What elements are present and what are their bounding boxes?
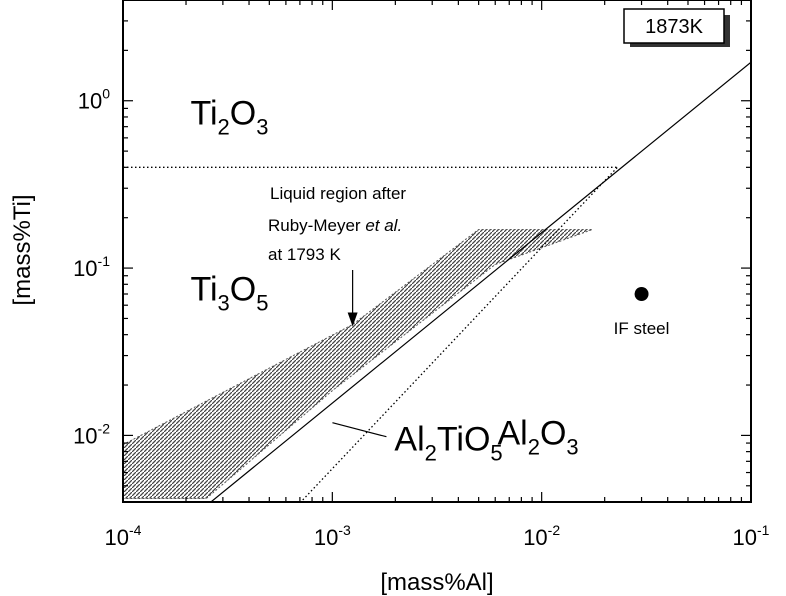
x-tick-label: 10-1 (733, 522, 770, 550)
data-point-if-steel (634, 286, 649, 301)
al2tio5-leader (332, 422, 387, 438)
svg-text:Ruby-Meyer et al.: Ruby-Meyer et al. (268, 216, 402, 235)
temperature-label: 1873K (645, 16, 703, 38)
y-axis-label: [mass%Ti] (9, 194, 36, 305)
x-tick-label: 10-4 (105, 522, 142, 550)
y-tick-label: 100 (78, 86, 110, 114)
note-line-2-italic: et al. (365, 216, 402, 235)
y-tick-label: 10-2 (73, 420, 110, 448)
note-arrow (347, 270, 358, 327)
phase-label-al2tio5: Al2TiO5 (394, 421, 502, 466)
liquid-region (123, 229, 593, 499)
boundary-line-2 (209, 61, 751, 502)
note-line-1: Liquid region after (270, 184, 406, 203)
x-tick-label: 10-2 (523, 522, 560, 550)
x-tick-label: 10-3 (314, 522, 351, 550)
phase-label-ti3o5: Ti3O5 (190, 271, 268, 316)
phase-label-ti2o3: Ti2O3 (190, 95, 268, 140)
temperature-box: 1873K (623, 8, 730, 47)
y-tick-label: 10-1 (73, 253, 110, 281)
x-axis-label: [mass%Al] (380, 569, 493, 596)
note-line-2: Ruby-Meyer (268, 216, 365, 235)
boundary-line-3 (299, 166, 618, 502)
phase-label-al2o3: Al2O3 (497, 415, 578, 460)
liquid-region-note: Liquid region after Ruby-Meyer et al. at… (268, 184, 406, 264)
plot-frame (122, 0, 752, 503)
note-line-3: at 1793 K (268, 245, 341, 264)
data-point-label: IF steel (614, 319, 670, 338)
